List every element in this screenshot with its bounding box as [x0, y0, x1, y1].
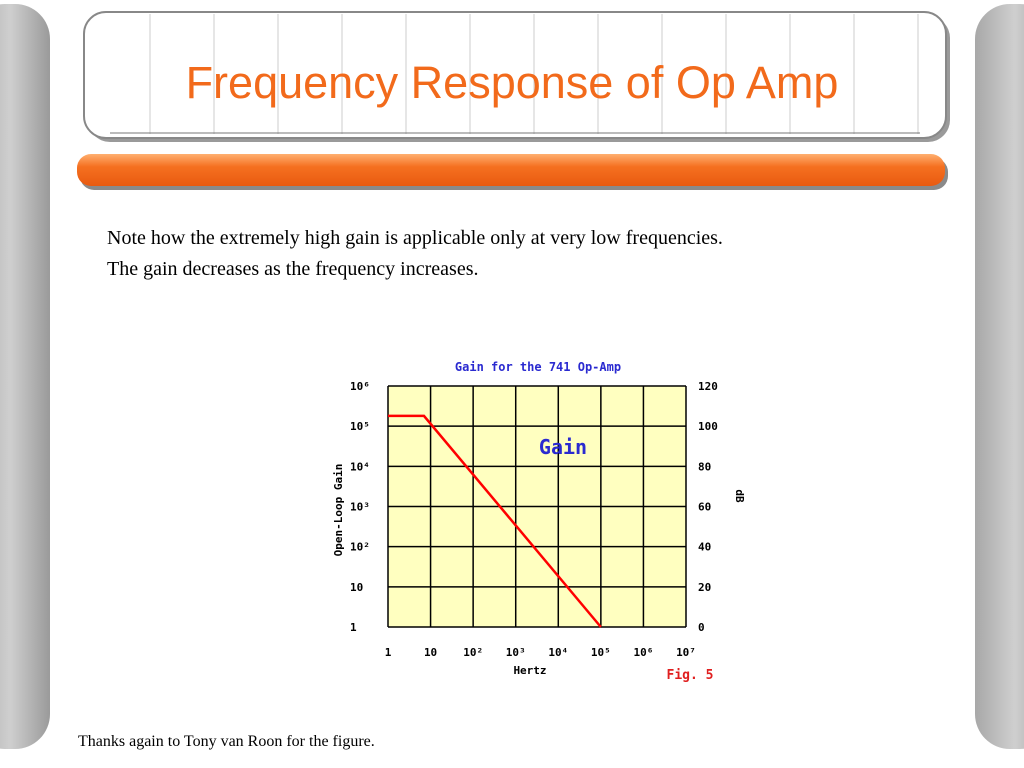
y2-tick-label: 120: [698, 380, 718, 393]
y-tick-label: 10: [350, 581, 363, 594]
left-pillar: [0, 4, 50, 749]
slide-title: Frequency Response of Op Amp: [186, 57, 839, 108]
x-tick-label: 10⁶: [633, 646, 653, 659]
orange-bar: [77, 154, 945, 186]
x-axis-label: Hertz: [513, 664, 546, 677]
x-tick-label: 10: [424, 646, 437, 659]
y-tick-label: 10⁶: [350, 380, 370, 393]
gain-line: [388, 414, 602, 628]
chart-title: Gain for the 741 Op-Amp: [455, 360, 621, 374]
x-tick-label: 10²: [463, 646, 483, 659]
y-tick-label: 10³: [350, 501, 370, 514]
y-tick-label: 10⁴: [350, 460, 370, 473]
y-axis-label: Open-Loop Gain: [332, 464, 345, 557]
title-box: [83, 11, 947, 139]
x-tick-label: 10³: [506, 646, 526, 659]
right-pillar: [975, 4, 1024, 749]
y-tick-label: 1: [350, 621, 357, 634]
footnote: Thanks again to Tony van Roon for the fi…: [78, 733, 375, 750]
y2-tick-label: 0: [698, 621, 705, 634]
annotation: Gain: [539, 435, 587, 459]
y2-tick-label: 40: [698, 541, 711, 554]
x-tick-label: 10⁷: [676, 646, 696, 659]
y-tick-label: 10²: [350, 541, 370, 554]
x-tick-label: 10⁵: [591, 646, 611, 659]
annotation: Fig. 5: [667, 668, 714, 683]
body-text: Note how the extremely high gain is appl…: [107, 227, 723, 249]
x-tick-label: 10⁴: [548, 646, 568, 659]
y2-tick-label: 60: [698, 501, 711, 514]
x-tick-label: 1: [385, 646, 392, 659]
y2-axis-label: dB: [733, 489, 746, 503]
y2-tick-label: 80: [698, 460, 711, 473]
y2-tick-label: 20: [698, 581, 711, 594]
y2-tick-label: 100: [698, 420, 718, 433]
y-tick-label: 10⁵: [350, 420, 370, 433]
body-text: The gain decreases as the frequency incr…: [107, 258, 478, 280]
chart: 1 10 10² 10³ 10⁴ 10⁵ 10⁶ 10⁷ 1 10 10² 10³ 10⁴ 10⁵ 10⁶ 0…: [332, 360, 746, 683]
title-lines: [110, 14, 920, 134]
